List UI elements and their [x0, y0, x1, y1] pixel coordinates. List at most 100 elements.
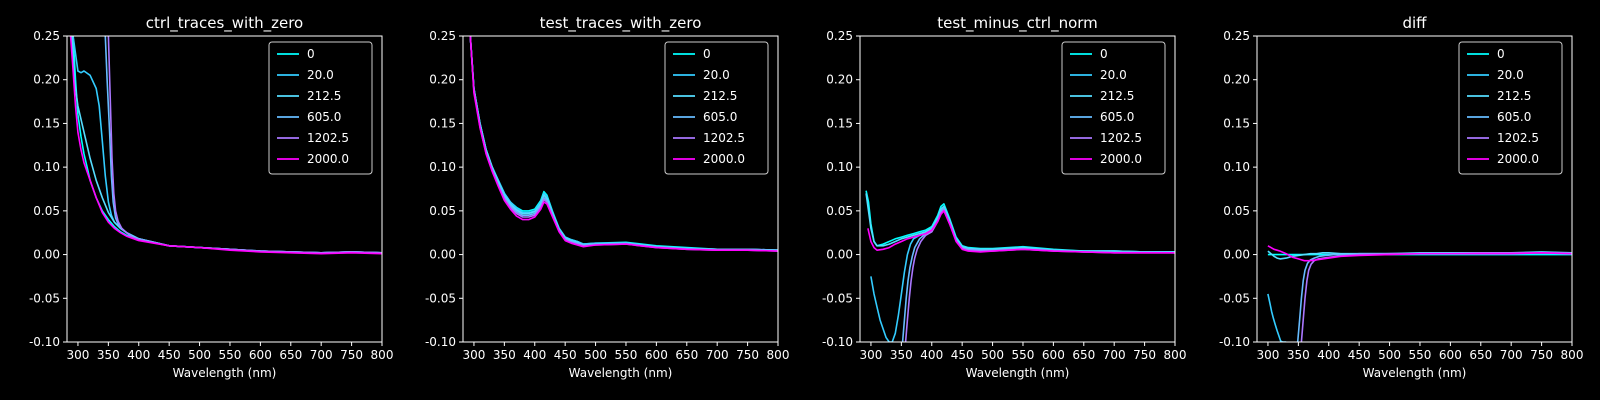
y-tick-label: 0.05 — [429, 204, 456, 218]
y-tick-label: 0.20 — [429, 73, 456, 87]
x-tick-label: 350 — [493, 348, 516, 362]
x-tick-label: 400 — [1317, 348, 1340, 362]
x-tick-label: 700 — [706, 348, 729, 362]
x-axis-label: Wavelength (nm) — [1363, 366, 1467, 380]
chart-panel-4: diff 300 350 400 450 500 550 600 650 700 750 800 -0.… — [1219, 14, 1584, 380]
series-line-2000.0 — [69, 36, 382, 255]
chart-panel-1: ctrl_traces_with_zero 300 350 400 450 500 550 6… — [29, 14, 394, 380]
x-tick-label: 800 — [767, 348, 790, 362]
legend-entry: 605.0 — [1497, 110, 1531, 124]
chart-title: ctrl_traces_with_zero — [146, 14, 303, 33]
axes-frame — [859, 35, 1176, 343]
y-tick-label: 0.05 — [826, 204, 853, 218]
x-tick-label: 800 — [371, 348, 394, 362]
legend-entry: 212.5 — [1497, 89, 1531, 103]
y-tick-label: 0.15 — [1223, 116, 1250, 130]
x-tick-label: 600 — [1439, 348, 1462, 362]
x-tick-label: 300 — [462, 348, 485, 362]
x-tick-label: 400 — [523, 348, 546, 362]
x-tick-label: 450 — [554, 348, 577, 362]
legend-entry: 2000.0 — [1497, 152, 1539, 166]
legend: 0 20.0 212.5 605.0 1202.5 2000.0 — [1458, 41, 1563, 175]
y-tick-label: 0.15 — [33, 116, 60, 130]
x-tick-label: 300 — [859, 348, 882, 362]
x-tick-label: 750 — [1530, 348, 1553, 362]
y-tick-label: 0.10 — [429, 160, 456, 174]
y-tick-label: 0.00 — [33, 248, 60, 262]
x-tick-label: 400 — [920, 348, 943, 362]
x-tick-label: 550 — [1409, 348, 1432, 362]
y-tick-label: 0.05 — [1223, 204, 1250, 218]
x-tick-label: 700 — [1103, 348, 1126, 362]
legend-entry: 605.0 — [703, 110, 737, 124]
legend-entry: 1202.5 — [703, 131, 745, 145]
legend: 0 20.0 212.5 605.0 1202.5 2000.0 — [664, 41, 769, 175]
legend-entry: 20.0 — [1497, 68, 1524, 82]
axes-frame — [1256, 35, 1573, 343]
y-tick-label: 0.20 — [1223, 73, 1250, 87]
series-line-20.0 — [1267, 293, 1287, 342]
x-tick-label: 600 — [645, 348, 668, 362]
x-tick-label: 800 — [1164, 348, 1187, 362]
y-tick-label: 0.00 — [826, 248, 853, 262]
y-tick-label: -0.05 — [1219, 291, 1250, 305]
y-tick-label: 0.15 — [429, 116, 456, 130]
legend-entry: 2000.0 — [307, 152, 349, 166]
legend: 0 20.0 212.5 605.0 1202.5 2000.0 — [268, 41, 373, 175]
y-tick-label: 0.00 — [1223, 248, 1250, 262]
legend-entry: 212.5 — [1100, 89, 1134, 103]
x-axis-label: Wavelength (nm) — [966, 366, 1070, 380]
x-tick-label: 550 — [219, 348, 242, 362]
y-tick-label: 0.20 — [33, 73, 60, 87]
x-tick-label: 450 — [951, 348, 974, 362]
y-tick-label: 0.25 — [826, 29, 853, 43]
x-axis-label: Wavelength (nm) — [569, 366, 673, 380]
chart-panel-3: test_minus_ctrl_norm 300 350 400 450 500 550 60… — [822, 14, 1187, 380]
x-tick-label: 650 — [1072, 348, 1095, 362]
y-tick-label: 0.10 — [826, 160, 853, 174]
series-line-0 — [865, 190, 1175, 253]
series-group — [1267, 245, 1572, 342]
legend-entry: 605.0 — [1100, 110, 1134, 124]
y-tick-label: 0.00 — [429, 248, 456, 262]
chart-title: diff — [1402, 14, 1427, 32]
x-axis-label: Wavelength (nm) — [173, 366, 277, 380]
y-tick-label: -0.05 — [425, 291, 456, 305]
chart-title: test_minus_ctrl_norm — [937, 14, 1098, 33]
x-tick-label: 750 — [736, 348, 759, 362]
legend-entry: 2000.0 — [703, 152, 745, 166]
x-tick-label: 350 — [1287, 348, 1310, 362]
x-tick-label: 350 — [97, 348, 120, 362]
series-line-1202.5 — [107, 36, 382, 254]
y-tick-label: 0.20 — [826, 73, 853, 87]
x-tick-label: 650 — [1469, 348, 1492, 362]
legend-entry: 0 — [1100, 47, 1108, 61]
legend-entry: 20.0 — [1100, 68, 1127, 82]
legend-entry: 0 — [1497, 47, 1505, 61]
series-line-2000.0 — [867, 210, 1175, 254]
x-tick-label: 500 — [1378, 348, 1401, 362]
legend-entry: 605.0 — [307, 110, 341, 124]
x-tick-label: 650 — [279, 348, 302, 362]
y-tick-label: 0.25 — [33, 29, 60, 43]
series-group — [469, 36, 778, 252]
legend-entry: 1202.5 — [1497, 131, 1539, 145]
x-tick-label: 450 — [158, 348, 181, 362]
x-tick-label: 350 — [890, 348, 913, 362]
y-tick-label: -0.10 — [425, 335, 456, 349]
chart-title: test_traces_with_zero — [540, 14, 702, 33]
x-tick-label: 550 — [615, 348, 638, 362]
y-tick-label: 0.10 — [33, 160, 60, 174]
y-tick-label: 0.15 — [826, 116, 853, 130]
x-tick-label: 500 — [584, 348, 607, 362]
x-tick-label: 700 — [1500, 348, 1523, 362]
x-tick-label: 750 — [340, 348, 363, 362]
legend-entry: 1202.5 — [1100, 131, 1142, 145]
legend-entry: 0 — [307, 47, 315, 61]
y-tick-label: -0.10 — [29, 335, 60, 349]
legend-entry: 0 — [703, 47, 711, 61]
x-tick-label: 650 — [675, 348, 698, 362]
y-tick-label: -0.10 — [1219, 335, 1250, 349]
x-tick-label: 700 — [310, 348, 333, 362]
